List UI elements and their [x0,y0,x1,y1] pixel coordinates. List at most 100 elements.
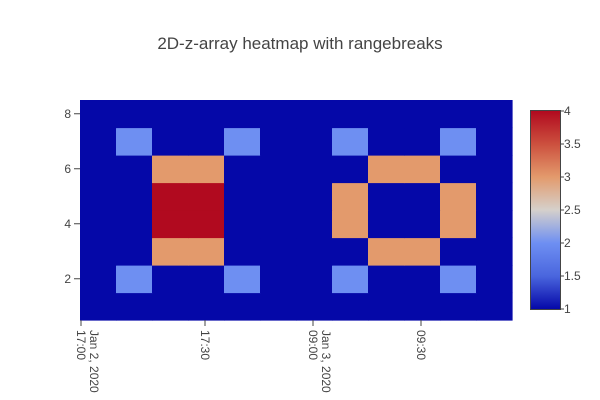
heatmap-cell [368,182,405,211]
heatmap-cell [476,127,513,156]
heatmap-cell [260,210,297,239]
x-axis: 17:00Jan 2, 2020 17:30 09:00Jan 3, 2020 09:… [74,320,428,393]
heatmap-cell [368,100,405,129]
heatmap-cell [404,292,441,321]
heatmap-cell [224,292,261,321]
heatmap-cell [152,155,189,184]
heatmap-cell [116,155,153,184]
heatmap-cell [152,265,189,294]
heatmap-cell [116,100,153,129]
heatmap-cell [440,265,477,294]
heatmap-cell [80,237,117,266]
heatmap-cell [476,100,513,129]
heatmap-cell [296,237,333,266]
heatmap-cell [260,127,297,156]
heatmap-cell [260,155,297,184]
x-tick-label: 17:00Jan 2, 2020 [74,330,101,393]
heatmap-cell [296,100,333,129]
heatmap-cell [296,127,333,156]
heatmap-cell [296,155,333,184]
heatmap-cell [224,155,261,184]
heatmap-cell [332,127,369,156]
x-tick-label: 09:30 [414,330,428,360]
y-tick-label: 6 [64,162,71,176]
heatmap-cell [80,127,117,156]
colorbar-tick-label: 1 [564,302,571,316]
heatmap-cell [404,182,441,211]
heatmap-cell [440,210,477,239]
heatmap-cell [260,292,297,321]
heatmap-cell [296,265,333,294]
heatmap-cell [476,155,513,184]
heatmap-cell [476,265,513,294]
y-axis: 2 4 6 8 [64,107,80,286]
heatmap-cell [440,155,477,184]
heatmap-cell [440,237,477,266]
heatmap-cell [224,210,261,239]
heatmap-cell [260,182,297,211]
heatmap-cell [80,182,117,211]
heatmap-cell [188,210,225,239]
heatmap-cell [116,265,153,294]
y-tick-label: 8 [64,107,71,121]
heatmap-cell [476,182,513,211]
heatmap-cell [404,100,441,129]
heatmap-cell [368,237,405,266]
heatmap-cell [404,265,441,294]
heatmap-cell [440,292,477,321]
heatmap-cell [80,100,117,129]
heatmap-cell [80,155,117,184]
heatmap-cell [224,182,261,211]
heatmap-cell [476,292,513,321]
heatmap-cell [188,100,225,129]
heatmap-cell [116,292,153,321]
heatmap-cell [368,292,405,321]
heatmap-cell [404,127,441,156]
heatmap-cell [404,155,441,184]
heatmap-cell [80,292,117,321]
heatmap-cell [188,182,225,211]
colorbar-tick-label: 1.5 [564,269,581,283]
heatmap-cell [224,237,261,266]
heatmap-cell [332,265,369,294]
heatmap-cell [260,265,297,294]
heatmap-cell [332,100,369,129]
heatmap-cell [404,210,441,239]
heatmap-cell [368,127,405,156]
heatmap-cell [260,237,297,266]
heatmap-cell [368,155,405,184]
heatmap-cell [368,210,405,239]
heatmap-cell [440,100,477,129]
heatmap-cell [224,127,261,156]
heatmap-cell [440,127,477,156]
x-tick-label: 09:00Jan 3, 2020 [306,330,333,393]
heatmap-cell [224,265,261,294]
heatmap-cell [152,100,189,129]
heatmap-cell [116,237,153,266]
heatmap-cell [332,292,369,321]
heatmap-cell [188,127,225,156]
heatmap-cell [296,182,333,211]
heatmap-cell [188,292,225,321]
colorbar-tick-label: 4 [564,104,571,118]
chart-title: 2D-z-array heatmap with rangebreaks [157,34,443,53]
heatmap-cell [152,127,189,156]
heatmap-cell [152,237,189,266]
heatmap-cell [296,292,333,321]
heatmap-cell [152,182,189,211]
heatmap-cell [404,237,441,266]
heatmap-cell [224,100,261,129]
heatmap-cell [188,155,225,184]
colorbar-tick-label: 3.5 [564,137,581,151]
heatmap-cell [152,210,189,239]
colorbar-tick-label: 2.5 [564,203,581,217]
heatmap-cell [332,155,369,184]
heatmap-cell [152,292,189,321]
heatmap-cell [188,265,225,294]
colorbar-tick-label: 3 [564,170,571,184]
colorbar: 1 1.5 2 2.5 3 3.5 4 [530,104,581,316]
heatmap-cell [440,182,477,211]
heatmap-cell [332,237,369,266]
x-tick-label: 17:30 [198,330,212,360]
